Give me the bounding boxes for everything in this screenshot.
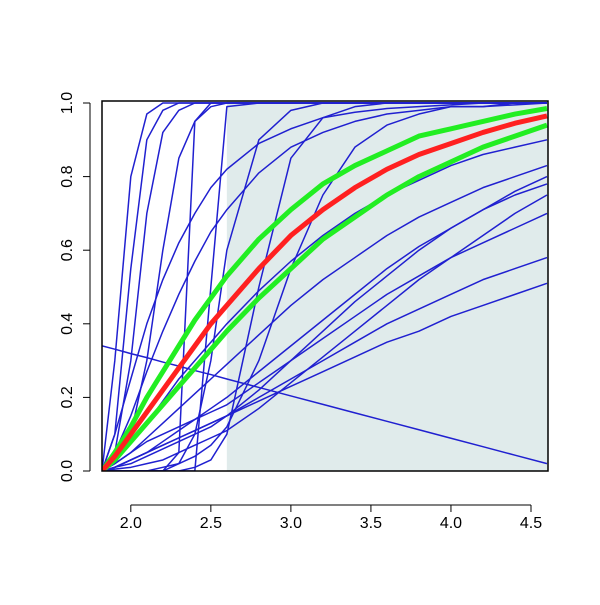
line: [102, 113, 548, 471]
x-tick-label: 4.0: [440, 515, 462, 532]
y-tick-label: 1.0: [59, 92, 76, 114]
x-tick-label: 2.0: [120, 515, 142, 532]
y-tick-label: 0.0: [59, 460, 76, 482]
line: [102, 194, 548, 471]
x-tick-label: 3.0: [280, 515, 302, 532]
y-tick-label: 0.2: [59, 386, 76, 408]
line: [102, 102, 547, 471]
line: [102, 102, 548, 471]
line: [102, 164, 548, 471]
line: [102, 122, 548, 471]
x-tick-label: 4.5: [520, 515, 542, 532]
line: [102, 106, 548, 471]
y-tick-label: 0.6: [59, 239, 76, 261]
line: [102, 175, 548, 471]
plot-frame: [101, 100, 549, 472]
x-tick-label: 3.5: [360, 515, 382, 532]
y-tick-label: 0.4: [59, 313, 76, 335]
shaded-region: [226, 101, 548, 471]
line: [102, 102, 547, 471]
x-tick-label: 2.5: [200, 515, 222, 532]
axes: 2.0 2.5 3.0 3.5 4.0 4.5 0.0 0.2 0.4 0.6 0.8 1.0: [59, 92, 549, 532]
plot-area: [102, 101, 548, 471]
y-tick-label: 0.8: [59, 165, 76, 187]
